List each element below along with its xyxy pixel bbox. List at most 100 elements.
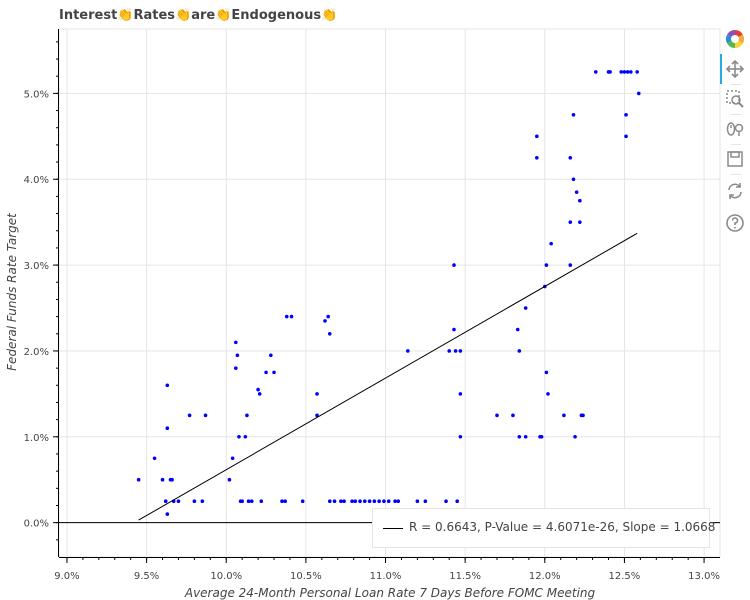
data-point: [372, 499, 377, 503]
data-point: [284, 314, 289, 319]
data-point: [622, 70, 627, 74]
y-tick-label: 4.0%: [24, 175, 49, 186]
bokeh-logo-icon[interactable]: [724, 28, 746, 50]
data-point: [571, 177, 576, 182]
x-tick-label: 12.5%: [609, 571, 641, 582]
y-axis-ticks: 0.0% 1.0% 2.0% 3.0% 4.0% 5.0%: [24, 41, 59, 541]
data-point: [624, 113, 628, 117]
data-point: [393, 499, 397, 503]
pan-tool-icon[interactable]: [724, 58, 746, 80]
data-point: [406, 349, 410, 353]
data-point: [523, 306, 528, 310]
data-point: [568, 220, 573, 224]
data-point: [544, 263, 549, 267]
data-point: [382, 499, 386, 503]
chart-title: Interest👏Rates👏are👏Endogenous👏: [59, 8, 338, 23]
data-point: [192, 499, 197, 503]
data-point: [264, 370, 268, 375]
data-point: [578, 198, 582, 203]
data-point: [629, 70, 633, 74]
fit-line: [138, 232, 638, 521]
data-point: [323, 319, 327, 323]
data-point: [315, 392, 319, 396]
wheel-zoom-tool-icon[interactable]: [724, 118, 746, 140]
y-tick-label: 0.0%: [24, 519, 49, 530]
data-point: [515, 327, 520, 332]
fit-line-layer: [138, 232, 638, 521]
data-point: [581, 413, 585, 418]
data-point: [636, 91, 641, 96]
data-point: [458, 435, 463, 439]
data-point: [573, 435, 577, 439]
data-point: [444, 499, 448, 503]
data-point: [447, 349, 452, 353]
data-point: [619, 70, 624, 74]
help-tool-icon[interactable]: [724, 212, 746, 234]
data-point: [517, 349, 522, 353]
data-point: [257, 392, 262, 396]
data-point: [625, 70, 630, 74]
data-point: [539, 435, 544, 439]
data-point: [415, 499, 420, 503]
legend-swatch: [383, 528, 403, 529]
data-point: [165, 512, 170, 516]
legend-label: R = 0.6643, P-Value = 4.6071e-26, Slope …: [409, 520, 716, 534]
x-tick-label: 10.0%: [210, 571, 242, 582]
data-point: [227, 477, 232, 482]
y-tick-label: 1.0%: [24, 433, 49, 444]
data-point: [176, 499, 181, 503]
data-point: [568, 263, 573, 267]
data-point: [458, 349, 463, 353]
data-point: [240, 499, 244, 503]
data-point: [259, 499, 264, 503]
data-point: [350, 499, 354, 503]
data-point: [562, 413, 566, 418]
data-point: [269, 353, 273, 358]
data-point: [367, 499, 372, 503]
data-point: [546, 392, 550, 396]
data-point: [163, 499, 168, 503]
data-point: [452, 327, 456, 332]
plot-frame: [58, 28, 721, 558]
data-point: [511, 413, 515, 418]
data-point: [249, 499, 254, 503]
data-point: [327, 331, 332, 336]
data-point: [237, 435, 241, 439]
data-point: [200, 499, 205, 503]
x-tick-label: 13.0%: [688, 571, 720, 582]
box-zoom-tool-icon[interactable]: [724, 88, 746, 110]
data-point: [136, 477, 141, 482]
data-point: [517, 435, 522, 439]
plot-toolbar: [720, 26, 750, 246]
grid-lines: [59, 29, 720, 557]
data-point: [233, 366, 238, 370]
data-point: [245, 413, 249, 418]
reset-tool-icon[interactable]: [724, 180, 746, 202]
save-tool-icon[interactable]: [724, 148, 746, 170]
x-tick-label: 10.5%: [290, 571, 322, 582]
active-tool-indicator: [720, 54, 722, 84]
axes: [58, 28, 721, 558]
data-point: [544, 370, 549, 375]
y-tick-label: 3.0%: [24, 261, 49, 272]
data-point: [458, 392, 463, 396]
y-axis-label: Federal Funds Rate Target: [5, 212, 19, 371]
data-point: [358, 499, 362, 503]
scatter-points: [136, 70, 641, 516]
legend: R = 0.6643, P-Value = 4.6071e-26, Slope …: [372, 508, 715, 548]
x-tick-label: 9.5%: [134, 571, 159, 582]
data-point: [235, 353, 240, 358]
y-tick-label: 2.0%: [24, 347, 49, 358]
data-point: [523, 435, 528, 439]
data-point: [342, 499, 346, 503]
data-point: [289, 314, 294, 319]
data-point: [452, 263, 456, 267]
data-point: [300, 499, 305, 503]
data-point: [353, 499, 358, 503]
data-point: [535, 134, 539, 139]
y-tick-label: 5.0%: [24, 89, 49, 100]
data-point: [624, 134, 628, 139]
data-point: [339, 499, 343, 503]
data-point: [574, 190, 579, 194]
data-point: [233, 340, 238, 345]
